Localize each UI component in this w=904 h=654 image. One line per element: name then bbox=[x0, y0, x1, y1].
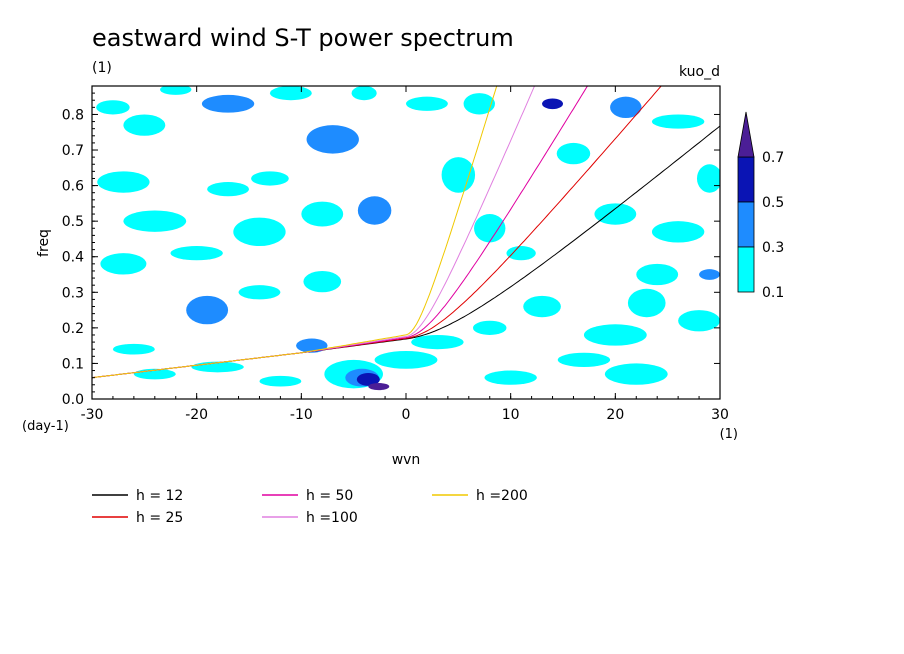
contour-patch bbox=[472, 320, 507, 335]
y-tick-label: 0.5 bbox=[62, 214, 84, 230]
legend-label: h =200 bbox=[476, 488, 528, 504]
contour-patch bbox=[557, 352, 611, 367]
contour-patch bbox=[556, 142, 591, 165]
y-axis: 0.0 0.1 0.2 0.3 0.4 0.5 0.6 0.7 0.8 bbox=[62, 92, 720, 408]
contour-patch bbox=[484, 370, 537, 385]
colorbar-swatch bbox=[737, 156, 755, 203]
contour-patch bbox=[610, 96, 642, 119]
dispersion-curves bbox=[92, 86, 720, 379]
contour-patch bbox=[301, 201, 344, 227]
contour-patch bbox=[306, 125, 359, 154]
colorbar-label: 0.3 bbox=[762, 240, 784, 256]
contour-patch bbox=[303, 270, 342, 293]
dispersion-curve bbox=[92, 86, 498, 379]
x-tick-label: 10 bbox=[502, 407, 520, 423]
dispersion-curve bbox=[92, 86, 589, 379]
contour-patch bbox=[651, 221, 705, 243]
contour-patch bbox=[411, 334, 464, 350]
legend-label: h =100 bbox=[306, 510, 358, 526]
legend: h = 12 h = 25 h = 50 h =100 h =200 bbox=[92, 488, 528, 526]
contour-patch bbox=[636, 263, 679, 286]
contour-patch bbox=[269, 86, 312, 101]
contour-patch bbox=[474, 214, 506, 243]
contour-patch bbox=[100, 253, 147, 275]
y-tick-label: 0.7 bbox=[62, 143, 84, 159]
y-unit-label: (day-1) bbox=[22, 419, 69, 434]
model-label: kuo_d bbox=[679, 64, 720, 80]
x-tick-label: 0 bbox=[402, 407, 411, 423]
contour-patch bbox=[170, 246, 223, 261]
contour-patch bbox=[357, 196, 392, 225]
contour-patch bbox=[523, 295, 561, 318]
chart-subtitle: (1) bbox=[92, 60, 112, 76]
y-tick-label: 0.8 bbox=[62, 107, 84, 123]
contour-patch bbox=[356, 373, 380, 386]
contour-patch bbox=[368, 382, 390, 391]
contour-patch bbox=[123, 114, 166, 136]
contour-patch bbox=[186, 295, 229, 325]
contour-patch bbox=[251, 171, 289, 186]
contour-patch bbox=[583, 324, 647, 346]
x-unit-label: (1) bbox=[720, 427, 738, 442]
contour-patch bbox=[699, 269, 720, 280]
contour-patch bbox=[594, 203, 637, 225]
contour-patch bbox=[542, 98, 563, 110]
y-tick-label: 0.2 bbox=[62, 321, 84, 337]
y-tick-label: 0.4 bbox=[62, 250, 84, 266]
y-tick-label: 0.0 bbox=[62, 392, 84, 408]
contour-patch bbox=[207, 182, 249, 197]
x-tick-label: 30 bbox=[711, 407, 729, 423]
y-tick-label: 0.1 bbox=[62, 356, 84, 372]
colorbar-extend-triangle bbox=[737, 111, 755, 158]
colorbar: 0.7 0.5 0.3 0.1 bbox=[737, 111, 784, 301]
contour-patch bbox=[160, 86, 192, 95]
contour-patch bbox=[259, 375, 302, 387]
colorbar-label: 0.5 bbox=[762, 195, 784, 211]
contour-patch bbox=[233, 217, 286, 247]
contour-patch bbox=[97, 171, 150, 193]
x-tick-label: -20 bbox=[185, 407, 208, 423]
legend-label: h = 25 bbox=[136, 510, 183, 526]
contour-patch bbox=[406, 96, 448, 111]
contour-patch bbox=[441, 157, 476, 193]
contour-patch bbox=[96, 100, 130, 115]
colorbar-label: 0.1 bbox=[762, 285, 784, 301]
contour-patch bbox=[374, 350, 438, 369]
contour-layer bbox=[96, 86, 720, 391]
contour-patch bbox=[123, 210, 187, 232]
colorbar-swatch bbox=[737, 246, 755, 293]
x-axis: -30 -20 -10 0 10 20 30 bbox=[81, 86, 729, 423]
colorbar-swatch bbox=[737, 201, 755, 248]
contour-patch bbox=[506, 246, 536, 261]
contour-patch bbox=[191, 361, 244, 373]
contour-patch bbox=[463, 93, 495, 115]
chart-title: eastward wind S-T power spectrum bbox=[92, 24, 514, 52]
y-tick-label: 0.3 bbox=[62, 285, 84, 301]
colorbar-label: 0.7 bbox=[762, 150, 784, 166]
contour-patch bbox=[201, 94, 255, 113]
contour-patch bbox=[696, 164, 720, 193]
contour-patch bbox=[678, 310, 720, 332]
contour-patch bbox=[351, 86, 377, 101]
contour-patch bbox=[238, 285, 281, 300]
contour-patch bbox=[651, 114, 705, 129]
contour-patch bbox=[604, 363, 668, 385]
contour-patch bbox=[112, 343, 155, 355]
y-tick-label: 0.6 bbox=[62, 179, 84, 195]
x-tick-label: 20 bbox=[606, 407, 624, 423]
x-tick-label: -10 bbox=[290, 407, 313, 423]
dispersion-curve bbox=[92, 86, 536, 379]
legend-label: h = 50 bbox=[306, 488, 353, 504]
x-tick-label: -30 bbox=[81, 407, 104, 423]
contour-patch bbox=[627, 288, 666, 318]
y-axis-label: freq bbox=[36, 229, 52, 257]
legend-label: h = 12 bbox=[136, 488, 183, 504]
x-axis-label: wvn bbox=[392, 452, 421, 468]
dispersion-curve bbox=[92, 86, 662, 379]
